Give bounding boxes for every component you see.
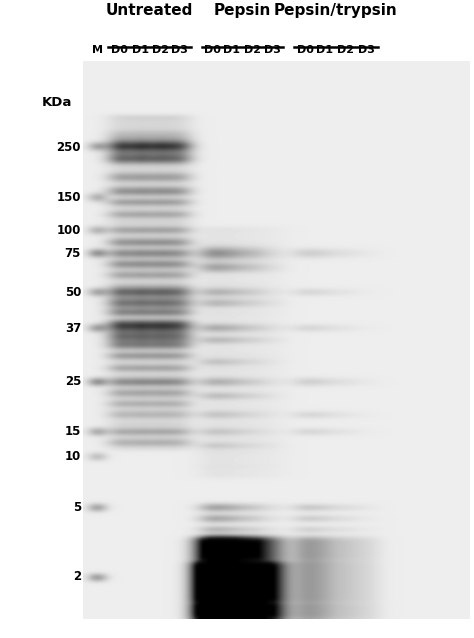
Text: 50: 50 bbox=[64, 286, 81, 299]
Text: 25: 25 bbox=[64, 375, 81, 388]
Text: D0: D0 bbox=[111, 45, 128, 55]
Text: 2: 2 bbox=[73, 570, 81, 584]
Text: 5: 5 bbox=[73, 501, 81, 514]
Text: 100: 100 bbox=[57, 225, 81, 237]
Text: D1: D1 bbox=[223, 45, 240, 55]
Text: D2: D2 bbox=[152, 45, 169, 55]
Text: 37: 37 bbox=[65, 322, 81, 335]
Text: D0: D0 bbox=[204, 45, 221, 55]
Text: M: M bbox=[92, 45, 103, 55]
Text: 10: 10 bbox=[65, 450, 81, 463]
Text: 150: 150 bbox=[56, 191, 81, 204]
Text: 75: 75 bbox=[64, 247, 81, 260]
Text: D2: D2 bbox=[337, 45, 354, 55]
Text: Pepsin/trypsin: Pepsin/trypsin bbox=[274, 3, 398, 18]
Text: D3: D3 bbox=[171, 45, 188, 55]
Text: D0: D0 bbox=[297, 45, 313, 55]
Text: KDa: KDa bbox=[42, 96, 72, 109]
Text: D3: D3 bbox=[264, 45, 281, 55]
Text: Pepsin: Pepsin bbox=[214, 3, 271, 18]
Text: 15: 15 bbox=[64, 426, 81, 438]
Text: D2: D2 bbox=[245, 45, 262, 55]
Text: Untreated: Untreated bbox=[106, 3, 193, 18]
Text: D1: D1 bbox=[316, 45, 333, 55]
Text: D1: D1 bbox=[132, 45, 149, 55]
Text: 250: 250 bbox=[56, 140, 81, 154]
Text: D3: D3 bbox=[358, 45, 375, 55]
